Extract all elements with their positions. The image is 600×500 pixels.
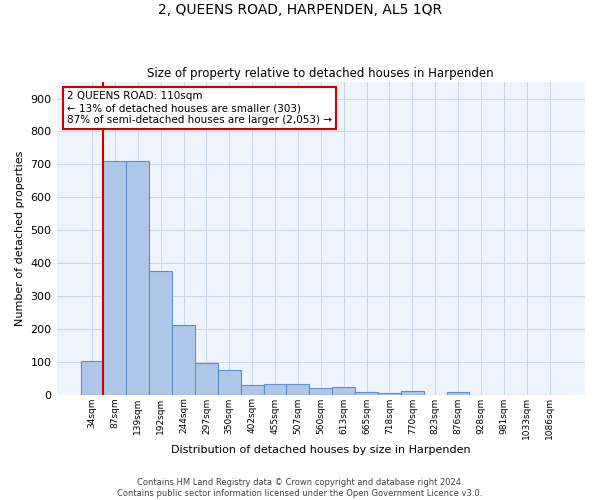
Bar (332, 387, 355, 394)
Bar (286, 384, 310, 394)
Bar (355, 392, 378, 394)
Bar (446, 392, 469, 394)
Title: Size of property relative to detached houses in Harpenden: Size of property relative to detached ho… (148, 66, 494, 80)
Bar (103, 161, 127, 394)
Bar (195, 364, 218, 394)
Y-axis label: Number of detached properties: Number of detached properties (15, 150, 25, 326)
Bar (80, 360, 103, 394)
Bar (241, 384, 263, 394)
Bar (263, 384, 286, 394)
Bar (401, 392, 424, 394)
Text: Contains HM Land Registry data © Crown copyright and database right 2024.
Contai: Contains HM Land Registry data © Crown c… (118, 478, 482, 498)
Bar (149, 271, 172, 394)
Bar (378, 393, 401, 394)
Bar (218, 370, 241, 394)
Bar (127, 161, 149, 394)
Bar (310, 388, 332, 394)
Bar (172, 326, 195, 394)
Text: 2 QUEENS ROAD: 110sqm
← 13% of detached houses are smaller (303)
87% of semi-det: 2 QUEENS ROAD: 110sqm ← 13% of detached … (67, 92, 332, 124)
Text: 2, QUEENS ROAD, HARPENDEN, AL5 1QR: 2, QUEENS ROAD, HARPENDEN, AL5 1QR (158, 2, 442, 16)
X-axis label: Distribution of detached houses by size in Harpenden: Distribution of detached houses by size … (171, 445, 470, 455)
